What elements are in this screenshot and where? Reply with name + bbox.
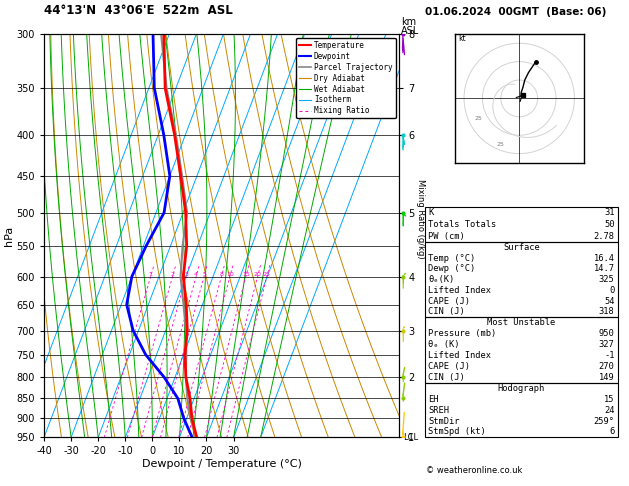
Text: 10: 10 <box>226 272 234 277</box>
Text: kt: kt <box>459 35 466 43</box>
Text: Dewp (°C): Dewp (°C) <box>428 264 476 274</box>
Text: 24: 24 <box>604 406 615 415</box>
Text: StmSpd (kt): StmSpd (kt) <box>428 428 486 436</box>
X-axis label: Dewpoint / Temperature (°C): Dewpoint / Temperature (°C) <box>142 459 302 469</box>
Text: 01.06.2024  00GMT  (Base: 06): 01.06.2024 00GMT (Base: 06) <box>425 7 606 17</box>
Text: Hodograph: Hodograph <box>498 384 545 393</box>
Text: θₑ(K): θₑ(K) <box>428 275 455 284</box>
Text: 2.78: 2.78 <box>594 232 615 241</box>
Text: SREH: SREH <box>428 406 449 415</box>
Text: 327: 327 <box>599 340 615 349</box>
Text: 8: 8 <box>220 272 223 277</box>
Text: Mixing Ratio (g/kg): Mixing Ratio (g/kg) <box>416 179 425 259</box>
Text: 25: 25 <box>475 117 482 122</box>
Legend: Temperature, Dewpoint, Parcel Trajectory, Dry Adiabat, Wet Adiabat, Isotherm, Mi: Temperature, Dewpoint, Parcel Trajectory… <box>296 38 396 119</box>
Text: 15: 15 <box>242 272 250 277</box>
Text: 14.7: 14.7 <box>594 264 615 274</box>
Text: 16.4: 16.4 <box>594 254 615 262</box>
Text: © weatheronline.co.uk: © weatheronline.co.uk <box>426 466 523 475</box>
Text: 1: 1 <box>148 272 153 277</box>
Text: EH: EH <box>428 395 439 404</box>
Text: PW (cm): PW (cm) <box>428 232 465 241</box>
Text: 54: 54 <box>604 297 615 306</box>
Text: 0: 0 <box>610 286 615 295</box>
Text: 2: 2 <box>170 272 175 277</box>
Text: 325: 325 <box>599 275 615 284</box>
Text: 20: 20 <box>253 272 262 277</box>
Text: CAPE (J): CAPE (J) <box>428 362 470 371</box>
Text: Temp (°C): Temp (°C) <box>428 254 476 262</box>
Text: 15: 15 <box>604 395 615 404</box>
Text: 6: 6 <box>610 428 615 436</box>
Text: ASL: ASL <box>401 26 420 36</box>
Text: Lifted Index: Lifted Index <box>428 351 491 360</box>
Text: km: km <box>401 17 416 27</box>
Text: 3: 3 <box>184 272 188 277</box>
Text: 5: 5 <box>202 272 206 277</box>
Text: Most Unstable: Most Unstable <box>487 318 555 328</box>
Text: 25: 25 <box>497 142 505 147</box>
Text: 4: 4 <box>194 272 198 277</box>
Text: K: K <box>428 208 433 217</box>
Text: 270: 270 <box>599 362 615 371</box>
Text: θₑ (K): θₑ (K) <box>428 340 460 349</box>
Y-axis label: hPa: hPa <box>4 226 14 246</box>
Text: Surface: Surface <box>503 243 540 252</box>
Text: 259°: 259° <box>594 417 615 426</box>
Text: Pressure (mb): Pressure (mb) <box>428 329 497 338</box>
Text: 950: 950 <box>599 329 615 338</box>
Text: 31: 31 <box>604 208 615 217</box>
Text: 25: 25 <box>263 272 271 277</box>
Text: CAPE (J): CAPE (J) <box>428 297 470 306</box>
Text: Totals Totals: Totals Totals <box>428 220 497 229</box>
Text: StmDir: StmDir <box>428 417 460 426</box>
Text: 50: 50 <box>604 220 615 229</box>
Text: 149: 149 <box>599 373 615 382</box>
Text: 44°13'N  43°06'E  522m  ASL: 44°13'N 43°06'E 522m ASL <box>44 4 233 17</box>
Text: CIN (J): CIN (J) <box>428 373 465 382</box>
Text: LCL: LCL <box>404 433 419 442</box>
Text: 318: 318 <box>599 308 615 316</box>
Text: -1: -1 <box>604 351 615 360</box>
Text: CIN (J): CIN (J) <box>428 308 465 316</box>
Text: Lifted Index: Lifted Index <box>428 286 491 295</box>
